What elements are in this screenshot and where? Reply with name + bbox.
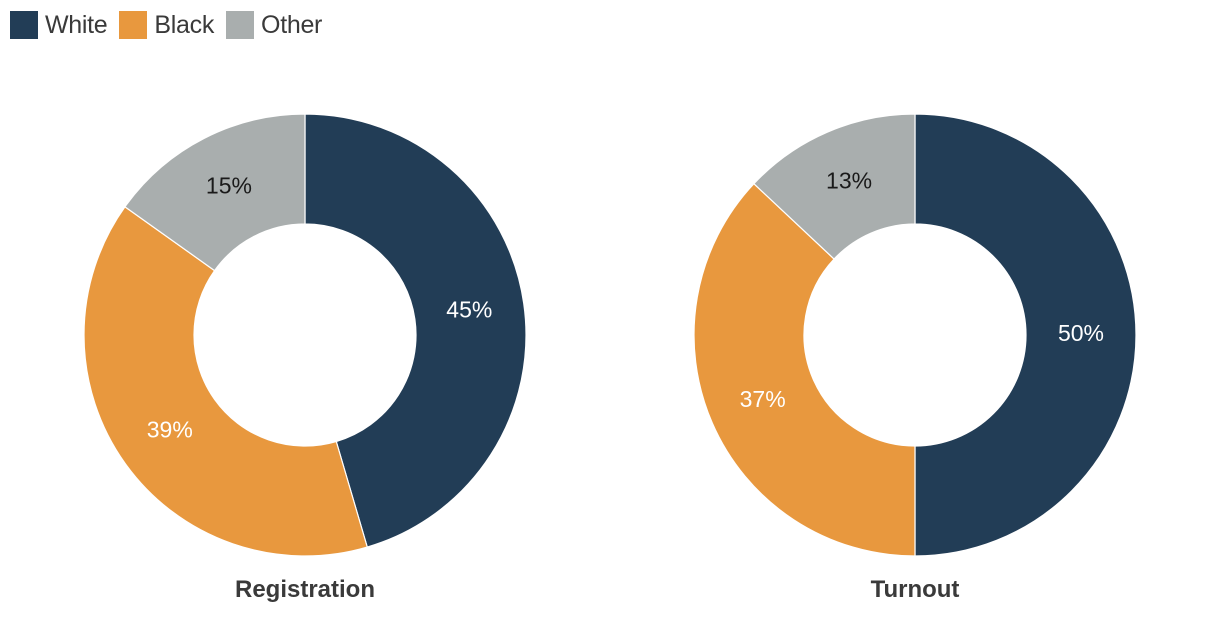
registration-label-other: 15%: [206, 173, 252, 199]
legend-swatch-other: [226, 11, 255, 39]
legend-swatch-white: [10, 11, 38, 39]
legend-label-black: Black: [154, 10, 215, 39]
legend-label-white: White: [45, 10, 108, 39]
registration-label-white: 45%: [446, 296, 492, 322]
legend: White Black Other: [10, 8, 334, 42]
turnout-title: Turnout: [871, 576, 960, 603]
legend-item-other: Other: [226, 11, 322, 40]
turnout-label-white: 50%: [1058, 320, 1104, 346]
legend-swatch-black: [119, 11, 148, 39]
turnout-slice-other: [753, 113, 916, 260]
turnout-slice-black: [693, 182, 916, 557]
registration-donut: 45% 39% 15%: [83, 113, 527, 557]
turnout-slice-white: [914, 113, 1137, 557]
turnout-label-black: 37%: [740, 386, 786, 412]
registration-slice-black: [83, 205, 369, 557]
legend-item-white: White: [10, 10, 108, 40]
registration-label-black: 39%: [147, 416, 193, 442]
registration-title: Registration: [235, 576, 375, 603]
registration-slice-white: [304, 113, 527, 548]
turnout-donut: 50% 37% 13%: [693, 113, 1137, 557]
legend-label-other: Other: [261, 10, 323, 39]
turnout-label-other: 13%: [826, 168, 872, 194]
registration-slice-other: [124, 113, 306, 272]
legend-item-black: Black: [119, 11, 214, 40]
